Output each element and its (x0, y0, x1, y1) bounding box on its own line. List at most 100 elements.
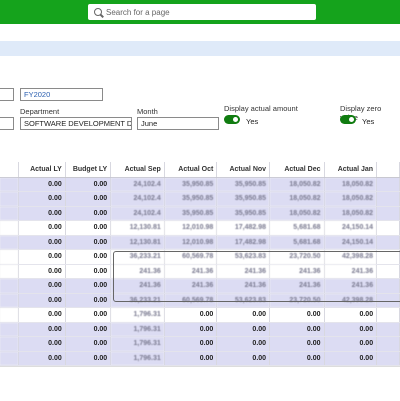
row-account-cell[interactable] (0, 307, 19, 323)
row-account-cell[interactable] (0, 206, 19, 221)
row-account-cell[interactable] (0, 336, 19, 352)
table-cell[interactable]: 0.00 (269, 336, 325, 352)
table-cell[interactable]: 5,681.68 (269, 235, 325, 250)
table-cell[interactable]: 0.00 (65, 177, 112, 192)
table-cell[interactable]: 241.36 (324, 264, 378, 279)
table-cell[interactable]: 17,482.98 (216, 220, 271, 236)
table-cell[interactable]: 35,950.85 (216, 191, 271, 207)
table-cell[interactable]: 12,130.81 (110, 235, 165, 250)
table-cell[interactable]: 241.36 (110, 278, 165, 294)
table-cell[interactable]: 12,010.98 (164, 235, 218, 250)
table-cell[interactable]: 24,150.14 (324, 220, 378, 236)
col-header-actual-ly[interactable]: Actual LY (18, 162, 66, 178)
department-field[interactable]: SOFTWARE DEVELOPMENT D... (20, 117, 132, 130)
table-cell[interactable]: 0.00 (324, 351, 378, 366)
prior-field[interactable] (0, 88, 14, 101)
table-cell[interactable]: 0.00 (18, 264, 66, 279)
table-cell[interactable]: 241.36 (269, 264, 325, 279)
table-cell[interactable]: 42,398.28 (324, 293, 378, 308)
col-header-actual-nov[interactable]: Actual Nov (216, 162, 271, 178)
col-header-account[interactable] (0, 162, 19, 178)
search-input[interactable]: Search for a page (88, 4, 316, 20)
table-cell[interactable]: 0.00 (324, 307, 378, 323)
table-row[interactable]: 0.00 0.00 12,130.81 12,010.98 17,482.98 5,681… (0, 235, 400, 250)
row-account-cell[interactable] (0, 249, 19, 265)
table-cell[interactable]: 35,950.85 (216, 177, 271, 192)
table-cell[interactable]: 53,623.83 (216, 249, 271, 265)
table-cell[interactable]: 241.36 (269, 278, 325, 294)
table-cell[interactable]: 35,950.85 (216, 206, 271, 221)
month-field[interactable]: June (137, 117, 219, 130)
table-cell[interactable]: 12,130.81 (110, 220, 165, 236)
row-account-cell[interactable] (0, 264, 19, 279)
table-cell[interactable]: 0.00 (18, 322, 66, 337)
table-cell[interactable]: 0.00 (164, 351, 218, 366)
table-cell[interactable]: 0.00 (216, 351, 271, 366)
table-cell[interactable]: 53,623.83 (216, 293, 271, 308)
table-cell[interactable]: 0.00 (65, 206, 112, 221)
table-cell[interactable]: 0.00 (18, 351, 66, 366)
table-cell[interactable]: 0.00 (324, 336, 378, 352)
table-cell[interactable]: 241.36 (164, 264, 218, 279)
table-cell[interactable]: 5,681.68 (269, 220, 325, 236)
table-cell[interactable]: 241.36 (164, 278, 218, 294)
col-header-actual-sep[interactable]: Actual Sep (110, 162, 165, 178)
table-cell[interactable]: 18,050.82 (269, 191, 325, 207)
table-row[interactable]: 0.00 0.00 1,796.31 0.00 0.00 0.00 0.00 (0, 351, 400, 366)
row-account-cell[interactable] (0, 235, 19, 250)
table-cell[interactable]: 0.00 (65, 249, 112, 265)
table-cell[interactable]: 1,796.31 (110, 351, 165, 366)
table-cell[interactable]: 0.00 (324, 322, 378, 337)
table-cell[interactable]: 36,233.21 (110, 293, 165, 308)
table-cell[interactable]: 241.36 (216, 278, 271, 294)
table-cell[interactable]: 0.00 (65, 278, 112, 294)
table-cell[interactable]: 24,102.4 (110, 191, 165, 207)
table-cell[interactable]: 241.36 (216, 264, 271, 279)
row-account-cell[interactable] (0, 351, 19, 366)
table-cell[interactable]: 0.00 (216, 322, 271, 337)
table-cell[interactable]: 0.00 (65, 336, 112, 352)
table-cell[interactable]: 0.00 (164, 336, 218, 352)
table-cell[interactable]: 60,569.78 (164, 293, 218, 308)
table-row[interactable]: 0.00 0.00 24,102.4 35,950.85 35,950.85 18,050… (0, 177, 400, 192)
table-cell[interactable]: 0.00 (18, 235, 66, 250)
display-zero-toggle[interactable] (340, 115, 356, 124)
table-cell[interactable]: 0.00 (18, 220, 66, 236)
table-cell[interactable]: 0.00 (18, 191, 66, 207)
table-cell[interactable]: 0.00 (18, 206, 66, 221)
table-row[interactable]: 0.00 0.00 36,233.21 60,569.78 53,623.83 23,72… (0, 249, 400, 265)
table-cell[interactable]: 23,720.50 (269, 249, 325, 265)
table-cell[interactable]: 18,050.82 (324, 191, 378, 207)
table-row[interactable]: 0.00 0.00 36,233.21 60,569.78 53,623.83 23,72… (0, 293, 400, 308)
table-cell[interactable]: 35,950.85 (164, 177, 218, 192)
fiscal-year-field[interactable]: FY2020 (20, 88, 103, 101)
table-cell[interactable]: 18,050.82 (324, 177, 378, 192)
table-cell[interactable]: 0.00 (216, 307, 271, 323)
table-cell[interactable]: 0.00 (65, 235, 112, 250)
table-row[interactable]: 0.00 0.00 241.36 241.36 241.36 241.36 241.36 (0, 264, 400, 279)
table-row[interactable]: 0.00 0.00 1,796.31 0.00 0.00 0.00 0.00 (0, 322, 400, 337)
table-cell[interactable]: 0.00 (164, 322, 218, 337)
table-cell[interactable]: 0.00 (18, 336, 66, 352)
table-cell[interactable]: 35,950.85 (164, 206, 218, 221)
table-row[interactable]: 0.00 0.00 24,102.4 35,950.85 35,950.85 18,050… (0, 206, 400, 221)
table-cell[interactable]: 0.00 (18, 293, 66, 308)
table-cell[interactable]: 0.00 (65, 191, 112, 207)
row-account-cell[interactable] (0, 293, 19, 308)
table-row[interactable]: 0.00 0.00 24,102.4 35,950.85 35,950.85 18,050… (0, 191, 400, 207)
table-cell[interactable]: 0.00 (18, 177, 66, 192)
row-account-cell[interactable] (0, 220, 19, 236)
table-cell[interactable]: 241.36 (110, 264, 165, 279)
col-header-actual-dec[interactable]: Actual Dec (269, 162, 325, 178)
table-row[interactable]: 0.00 0.00 1,796.31 0.00 0.00 0.00 0.00 (0, 336, 400, 352)
row-account-cell[interactable] (0, 191, 19, 207)
table-cell[interactable]: 12,010.98 (164, 220, 218, 236)
table-cell[interactable]: 1,796.31 (110, 322, 165, 337)
table-cell[interactable]: 0.00 (18, 249, 66, 265)
table-cell[interactable]: 0.00 (269, 351, 325, 366)
display-actual-toggle[interactable] (224, 115, 240, 124)
table-cell[interactable]: 0.00 (65, 264, 112, 279)
col-header-actual-jan[interactable]: Actual Jan (324, 162, 378, 178)
prior-field-2[interactable] (0, 117, 14, 130)
table-cell[interactable]: 0.00 (65, 351, 112, 366)
